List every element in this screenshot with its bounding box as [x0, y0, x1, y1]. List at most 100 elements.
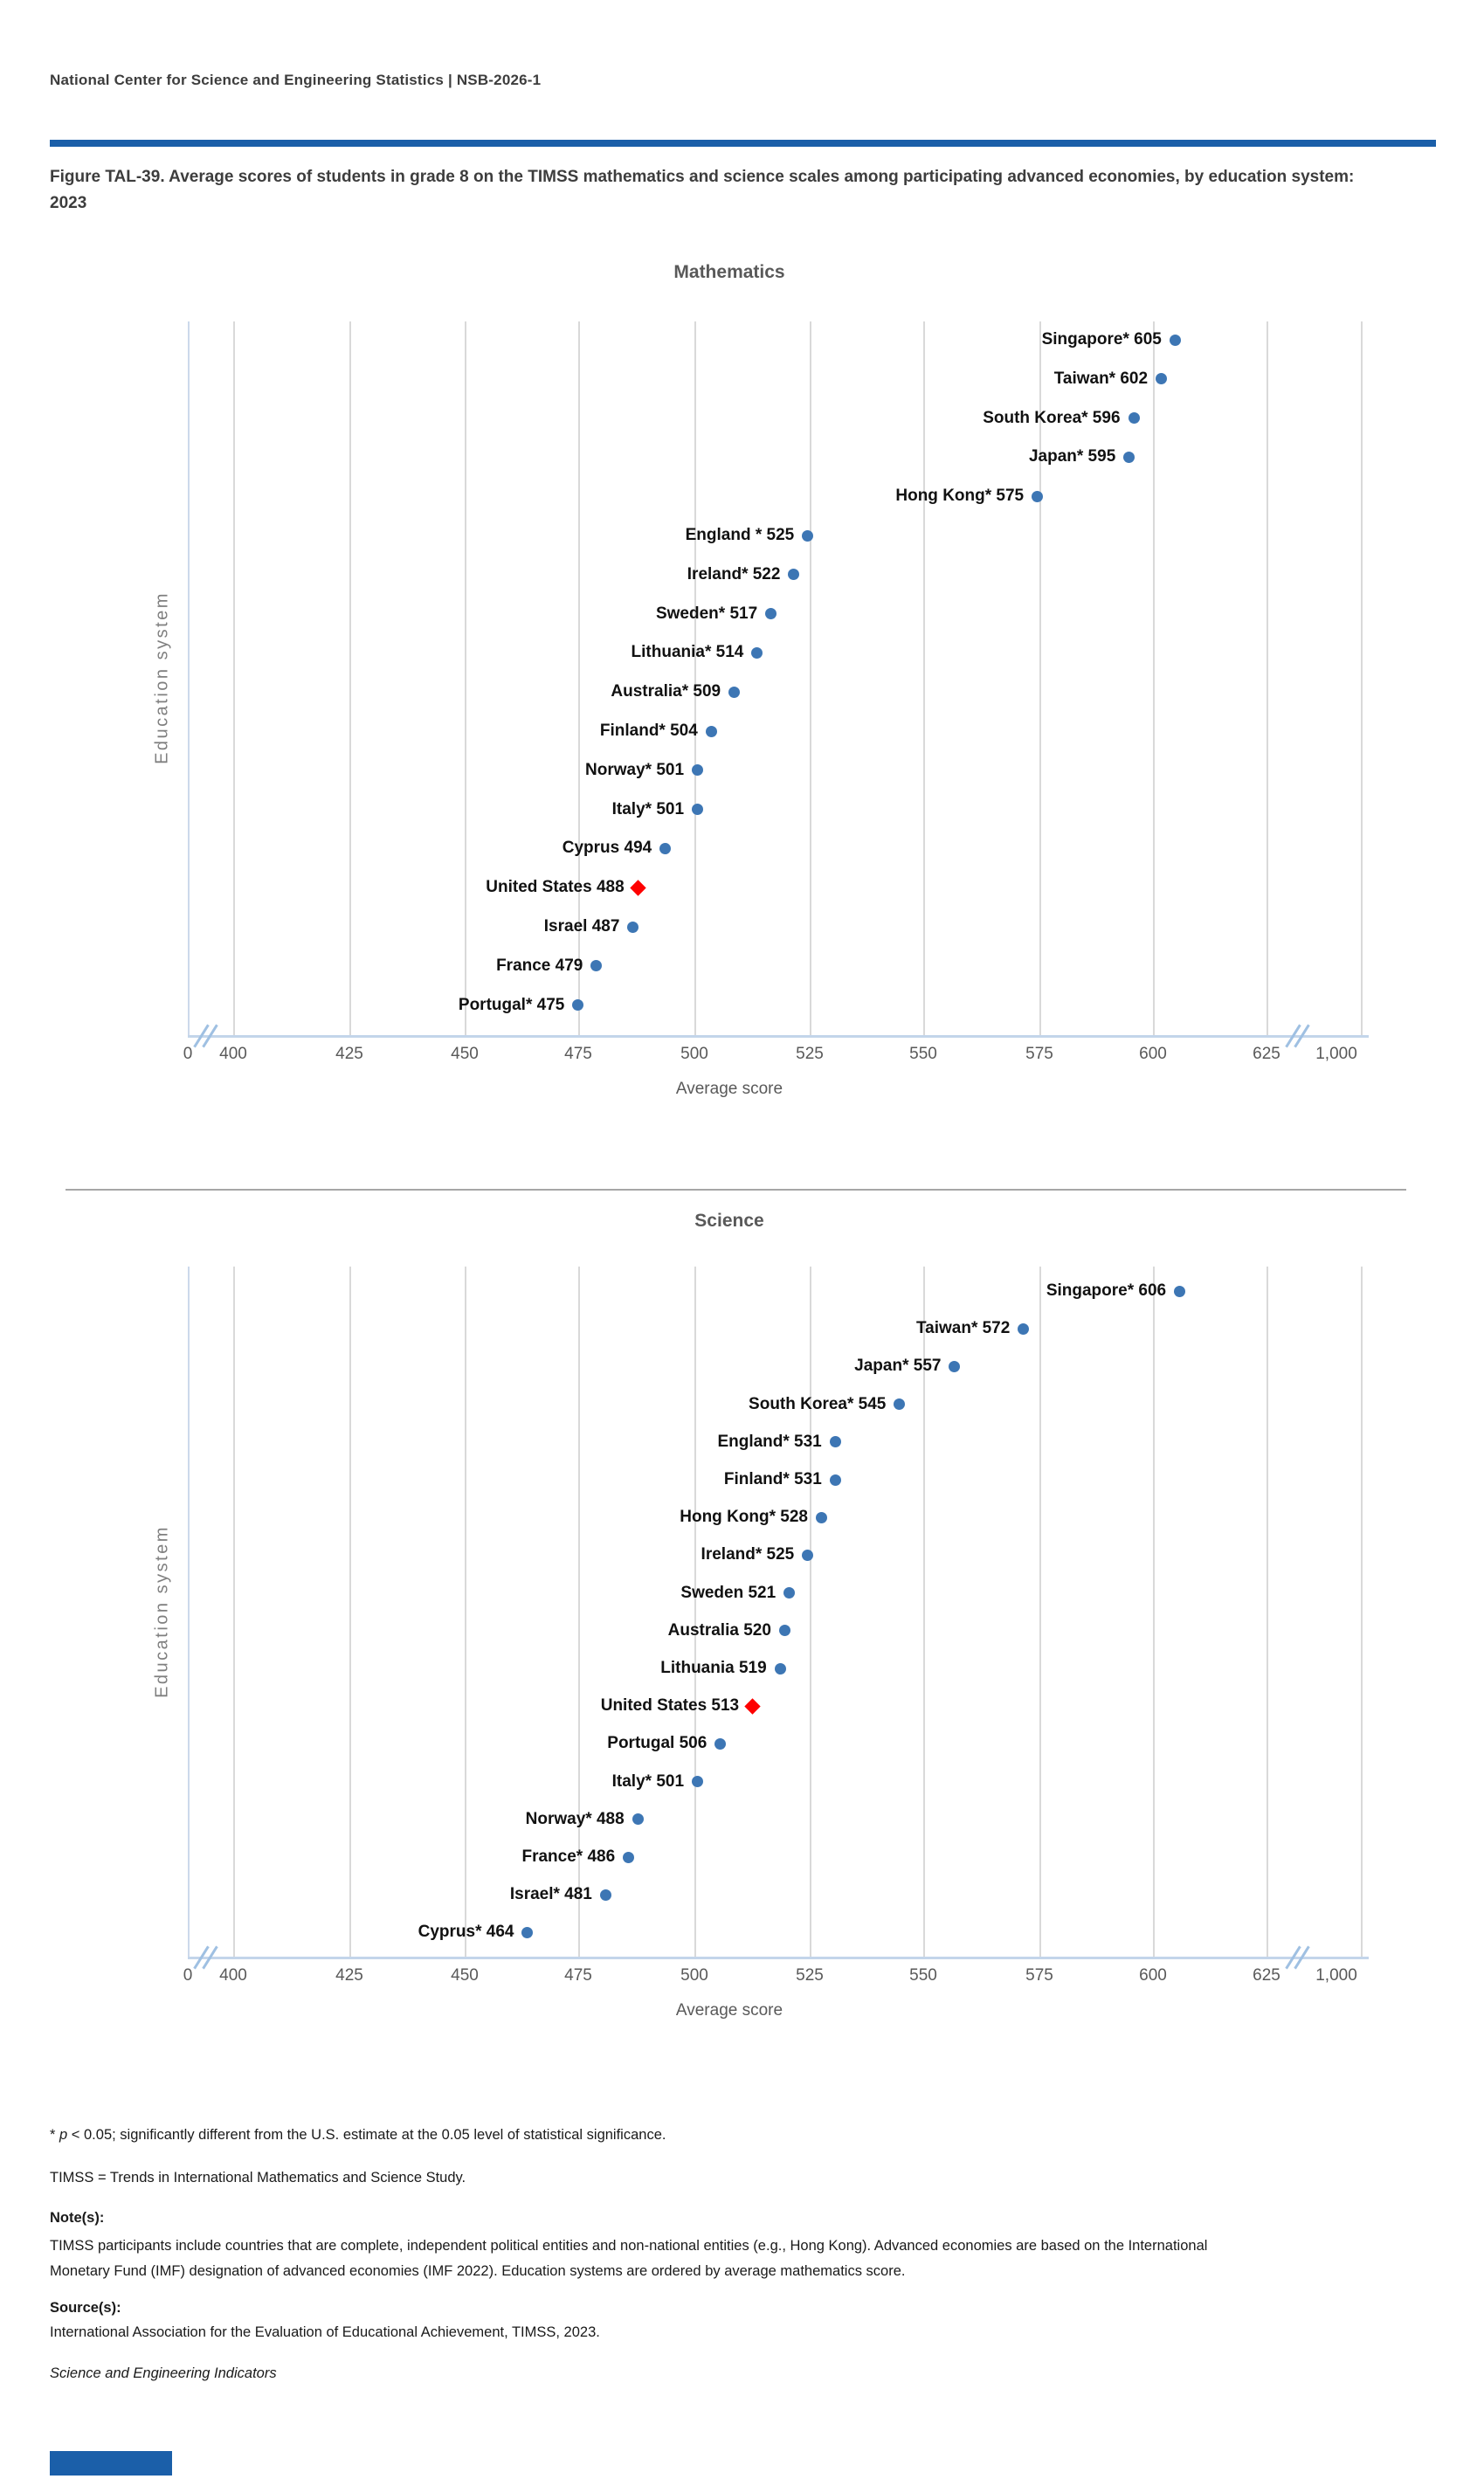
- x-tick-label: 475: [564, 1045, 592, 1063]
- data-point-label: Lithuania 519: [660, 1659, 767, 1677]
- data-point-label: Israel* 481: [509, 1885, 592, 1904]
- score-dot-marker: [949, 1360, 961, 1372]
- data-point-label: South Korea* 596: [983, 408, 1121, 427]
- data-point-label: Sweden 521: [680, 1583, 777, 1602]
- x-tick-label: 400: [219, 1966, 247, 1985]
- data-row: Finland* 504: [0, 721, 717, 742]
- section-divider: [66, 1189, 1406, 1191]
- data-point-label: England* 531: [717, 1432, 822, 1451]
- data-point-label: Ireland* 525: [701, 1545, 795, 1564]
- data-point-label: South Korea* 545: [749, 1394, 887, 1413]
- data-row: Italy* 501: [0, 1771, 704, 1792]
- x-tick-label: 400: [219, 1045, 247, 1063]
- score-dot-marker: [705, 725, 717, 737]
- gridline: [810, 1267, 811, 1957]
- data-row: Lithuania 519: [0, 1658, 786, 1679]
- data-point-label: Cyprus* 464: [418, 1923, 514, 1942]
- data-row: Sweden* 517: [0, 604, 777, 625]
- data-row: United States 513: [0, 1695, 761, 1716]
- data-row: Portugal* 475: [0, 995, 584, 1016]
- score-dot-marker: [802, 529, 814, 542]
- score-dot-marker: [659, 842, 672, 854]
- x-axis-line: [188, 1957, 1369, 1959]
- gridline: [1039, 321, 1041, 1035]
- data-point-label: Finland* 504: [599, 722, 698, 740]
- data-row: Taiwan* 602: [0, 369, 1168, 390]
- data-row: Ireland* 525: [0, 1544, 814, 1565]
- data-row: South Korea* 545: [0, 1394, 906, 1415]
- gridline: [233, 321, 235, 1035]
- gridline: [1153, 321, 1155, 1035]
- data-point-label: Hong Kong* 575: [895, 487, 1025, 506]
- data-row: Australia 520: [0, 1620, 790, 1641]
- gridline: [349, 1267, 351, 1957]
- data-point-label: Norway* 488: [525, 1809, 625, 1828]
- x-tick-label: 450: [451, 1045, 479, 1063]
- data-row: Israel* 481: [0, 1884, 611, 1905]
- data-point-label: Portugal 506: [607, 1734, 707, 1753]
- score-dot-marker: [599, 1889, 611, 1901]
- data-point-label: Singapore* 605: [1041, 330, 1162, 349]
- data-point-label: Norway* 501: [585, 760, 685, 779]
- x-tick-label: 0: [183, 1045, 193, 1063]
- data-point-label: France 479: [496, 956, 583, 975]
- score-dot-marker: [802, 1549, 814, 1561]
- score-dot-marker: [1174, 1285, 1186, 1297]
- data-row: England * 525: [0, 525, 814, 546]
- data-row: Lithuania* 514: [0, 642, 763, 663]
- data-row: Japan* 595: [0, 446, 1135, 467]
- timss-definition: TIMSS = Trends in International Mathemat…: [50, 2170, 466, 2186]
- score-dot-marker: [1128, 412, 1140, 425]
- score-dot-marker: [632, 1813, 644, 1826]
- x-tick-label: 0: [183, 1966, 193, 1985]
- significance-p: p: [59, 2127, 68, 2143]
- score-dot-marker: [1123, 451, 1135, 463]
- x-tick-label: 475: [564, 1966, 592, 1985]
- data-point-label: Sweden* 517: [655, 604, 758, 623]
- science-x-axis-label: Average score: [675, 2001, 783, 2020]
- x-tick-label: 500: [680, 1966, 708, 1985]
- axis-break-mark: [1285, 1024, 1301, 1048]
- score-dot-marker: [521, 1926, 534, 1938]
- data-row: Sweden 521: [0, 1583, 796, 1604]
- data-row: Hong Kong* 528: [0, 1507, 827, 1528]
- data-point-label: Italy* 501: [611, 799, 685, 818]
- data-row: Taiwan* 572: [0, 1318, 1030, 1339]
- x-tick-label: 625: [1253, 1966, 1280, 1985]
- data-point-label: Lithuania* 514: [631, 643, 744, 662]
- score-dot-marker: [778, 1625, 790, 1637]
- x-tick-label: 575: [1025, 1045, 1053, 1063]
- data-point-label: Singapore* 606: [1046, 1281, 1167, 1300]
- data-point-label: United States 513: [600, 1696, 740, 1716]
- x-axis-line: [188, 1035, 1369, 1038]
- publication-brand: Science and Engineering Indicators: [50, 2365, 277, 2381]
- report-header: National Center for Science and Engineer…: [50, 72, 542, 88]
- gridline: [1153, 1267, 1155, 1957]
- x-tick-label: 500: [680, 1045, 708, 1063]
- y-axis-line: [188, 321, 190, 1035]
- gridline: [233, 1267, 235, 1957]
- gridline: [1267, 321, 1268, 1035]
- gridline: [578, 321, 580, 1035]
- score-dot-marker: [1169, 334, 1181, 346]
- score-dot-marker: [572, 999, 584, 1012]
- notes-heading: Note(s):: [50, 2210, 105, 2226]
- data-row: France* 486: [0, 1847, 635, 1868]
- data-point-label: Australia* 509: [611, 682, 721, 701]
- data-point-label: Japan* 557: [854, 1357, 942, 1376]
- x-tick-label: 625: [1253, 1045, 1280, 1063]
- data-row: France 479: [0, 956, 603, 977]
- score-dot-marker: [590, 960, 603, 972]
- gridline: [465, 1267, 466, 1957]
- data-row: Singapore* 605: [0, 329, 1181, 350]
- score-dot-marker: [692, 764, 704, 777]
- source-body: International Association for the Evalua…: [50, 2324, 600, 2340]
- data-point-label: Cyprus 494: [562, 839, 652, 858]
- nsf-brand-block: [50, 2451, 172, 2476]
- data-row: Finland* 531: [0, 1469, 841, 1490]
- significance-star: *: [50, 2127, 60, 2143]
- score-dot-marker: [894, 1398, 906, 1411]
- source-heading: Source(s):: [50, 2300, 121, 2316]
